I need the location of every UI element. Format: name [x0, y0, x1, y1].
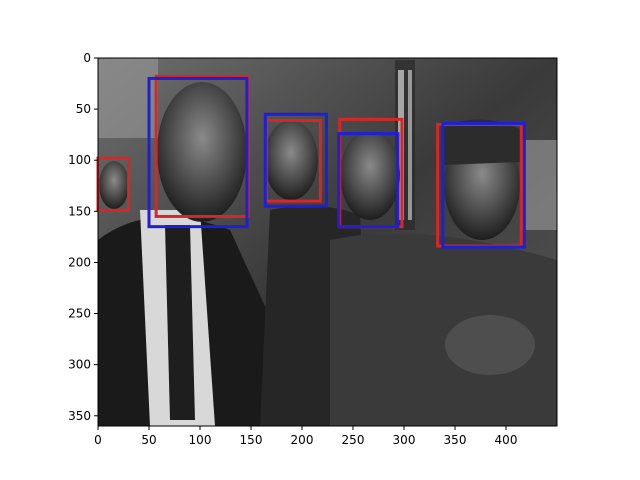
bounding-box-series-1-2 — [337, 132, 400, 229]
bounding-boxes — [96, 74, 526, 249]
x-axis: 0 50 100 150 200 250 300 350 400 — [94, 426, 517, 447]
y-tick-label: 350 — [68, 409, 91, 423]
bounding-box-series-1-0 — [147, 76, 249, 229]
bounding-box-series-1-3 — [441, 121, 526, 249]
y-tick-label: 150 — [68, 204, 91, 218]
x-tick-label: 50 — [141, 433, 156, 447]
bounding-box-series-1-1 — [263, 112, 328, 208]
y-tick-label: 200 — [68, 255, 91, 269]
x-tick-label: 150 — [240, 433, 263, 447]
x-tick-label: 350 — [444, 433, 467, 447]
x-tick-label: 100 — [189, 433, 212, 447]
y-tick-label: 100 — [68, 153, 91, 167]
x-tick-label: 250 — [342, 433, 365, 447]
y-tick-label: 300 — [68, 358, 91, 372]
y-tick-label: 250 — [68, 307, 91, 321]
x-tick-label: 0 — [94, 433, 102, 447]
x-tick-label: 300 — [393, 433, 416, 447]
axes-frame — [97, 57, 558, 427]
x-tick-label: 200 — [291, 433, 314, 447]
y-axis: 0 50 100 150 200 250 300 350 — [68, 51, 98, 423]
y-tick-label: 50 — [76, 102, 91, 116]
y-tick-label: 0 — [83, 51, 91, 65]
x-tick-label: 400 — [495, 433, 518, 447]
